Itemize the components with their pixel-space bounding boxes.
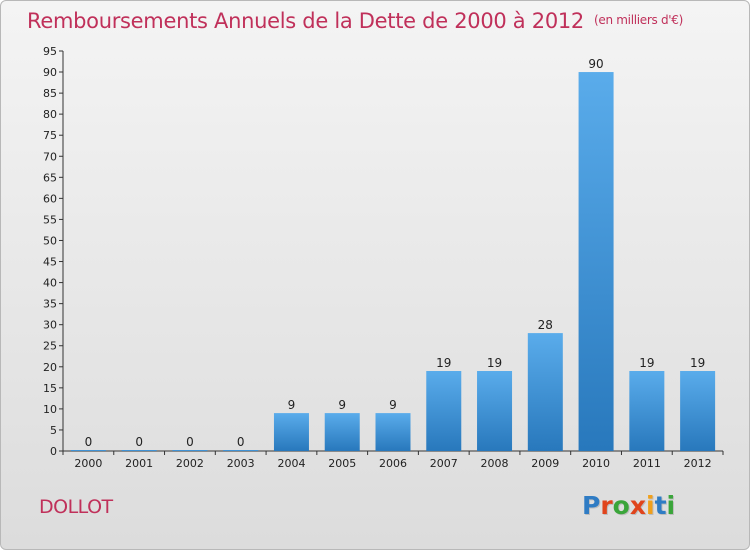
bar-2003: [223, 450, 259, 451]
y-tick-label: 35: [43, 298, 57, 311]
y-tick-label: 75: [43, 129, 57, 142]
bar-2002: [172, 450, 208, 451]
y-tick-label: 80: [43, 108, 57, 121]
x-tick-label: 2010: [582, 457, 610, 470]
y-tick-label: 65: [43, 171, 57, 184]
y-tick-label: 95: [43, 45, 57, 58]
y-tick-label: 70: [43, 150, 57, 163]
y-tick-label: 10: [43, 403, 57, 416]
data-label-2008: 19: [487, 356, 502, 370]
y-tick-label: 5: [50, 424, 57, 437]
data-label-2001: 0: [135, 435, 143, 449]
logo-letter: i: [666, 491, 676, 520]
x-tick-label: 2007: [430, 457, 458, 470]
data-label-2003: 0: [237, 435, 245, 449]
logo-letter: x: [629, 491, 646, 520]
data-label-2010: 90: [588, 57, 603, 71]
y-tick-label: 45: [43, 256, 57, 269]
bar-2007: [426, 371, 462, 451]
bar-2009: [527, 333, 563, 451]
bar-2008: [477, 371, 513, 451]
data-label-2011: 19: [639, 356, 654, 370]
x-tick-label: 2002: [176, 457, 204, 470]
data-label-2007: 19: [436, 356, 451, 370]
logo-letter: r: [600, 491, 613, 520]
data-label-2006: 9: [389, 398, 397, 412]
bar-2000: [70, 450, 106, 451]
y-tick-label: 40: [43, 277, 57, 290]
logo-letter: t: [654, 491, 667, 520]
data-labels: 0 0 0 0 9 9 9 19 19 28 90 19 19: [85, 57, 706, 449]
bar-2006: [375, 413, 411, 451]
bar-2005: [324, 413, 360, 451]
x-tick-label: 2003: [227, 457, 255, 470]
y-tick-label: 60: [43, 192, 57, 205]
x-tick-label: 2006: [379, 457, 407, 470]
y-tick-label: 15: [43, 382, 57, 395]
chart-title-text: Remboursements Annuels de la Dette de 20…: [27, 9, 584, 33]
data-label-2004: 9: [288, 398, 296, 412]
x-tick-label: 2004: [277, 457, 305, 470]
data-label-2002: 0: [186, 435, 194, 449]
y-tick-label: 90: [43, 66, 57, 79]
proxiti-logo: Proxiti: [582, 491, 675, 520]
data-label-2005: 9: [338, 398, 346, 412]
x-axis: 2000 2001 2002 2003 2004 2005 2006 2007 2008 2009…: [62, 450, 724, 470]
x-tick-label: 2009: [531, 457, 559, 470]
bar-2004: [273, 413, 309, 451]
y-tick-label: 0: [50, 445, 57, 458]
bars: [70, 72, 716, 451]
logo-letter: i: [646, 491, 655, 520]
chart-title: Remboursements Annuels de la Dette de 20…: [27, 9, 683, 33]
x-tick-label: 2011: [633, 457, 661, 470]
bar-2010: [578, 72, 614, 451]
y-tick-label: 25: [43, 340, 57, 353]
bar-2012: [680, 371, 716, 451]
x-tick-label: 2000: [74, 457, 102, 470]
y-axis: 0 5 10 15 20 25 30 35 40 45 50 55 60 65 70 75 80 85 90 95: [43, 45, 64, 458]
y-tick-label: 30: [43, 319, 57, 332]
y-tick-label: 20: [43, 361, 57, 374]
logo-letter: o: [612, 491, 630, 520]
bar-2001: [121, 450, 157, 451]
x-tick-label: 2008: [481, 457, 509, 470]
data-label-2012: 19: [690, 356, 705, 370]
y-tick-label: 55: [43, 213, 57, 226]
logo-letter: P: [582, 491, 601, 520]
y-tick-label: 85: [43, 87, 57, 100]
x-tick-label: 2012: [684, 457, 712, 470]
chart-unit: (en milliers d'€): [594, 13, 684, 27]
data-label-2009: 28: [538, 318, 553, 332]
y-tick-label: 50: [43, 234, 57, 247]
bar-2011: [629, 371, 665, 451]
data-label-2000: 0: [85, 435, 93, 449]
place-name: DOLLOT: [39, 496, 113, 518]
x-tick-label: 2005: [328, 457, 356, 470]
x-tick-label: 2001: [125, 457, 153, 470]
